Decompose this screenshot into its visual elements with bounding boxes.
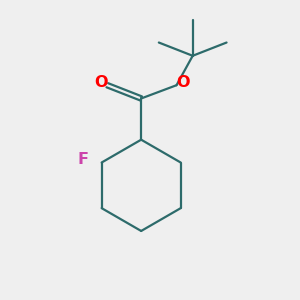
Text: O: O: [94, 75, 108, 90]
Text: F: F: [77, 152, 88, 167]
Text: O: O: [176, 75, 190, 90]
